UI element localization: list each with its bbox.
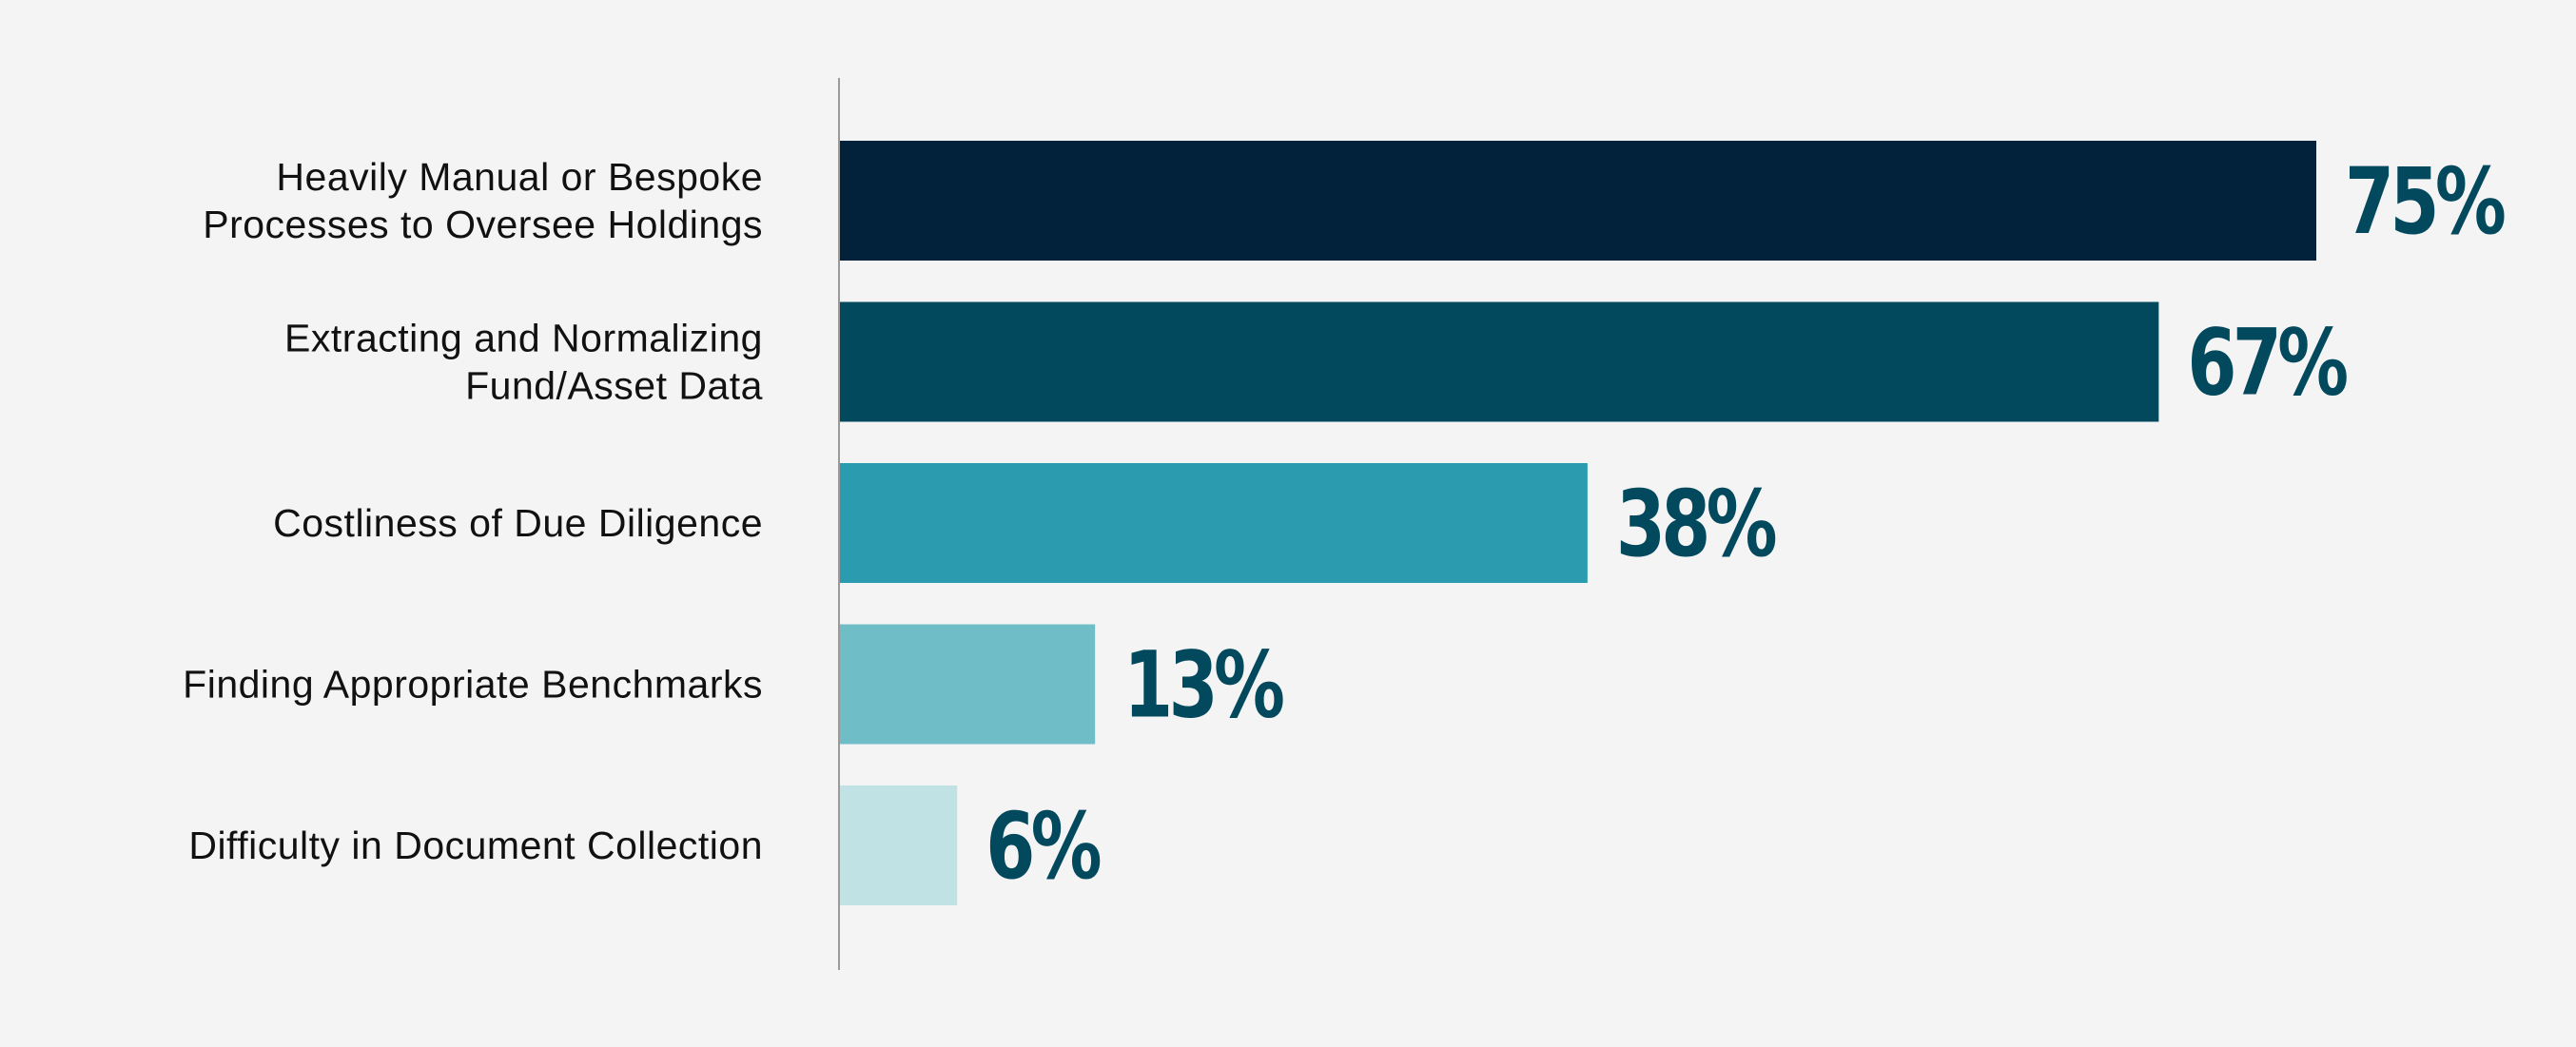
value-label-2: 67% bbox=[2187, 310, 2347, 417]
category-labels-layer: Heavily Manual or Bespoke Processes to Ov… bbox=[183, 155, 763, 867]
bar-3 bbox=[839, 463, 1588, 583]
bar-5 bbox=[839, 785, 958, 905]
value-labels-layer: 75% 67% 38% 13%6% bbox=[986, 149, 2508, 901]
category-label-line: Fund/Asset Data bbox=[465, 364, 763, 408]
category-label-4: Finding Appropriate Benchmarks bbox=[183, 663, 763, 707]
category-label-1: Heavily Manual or Bespoke Processes to Ov… bbox=[203, 155, 763, 246]
category-label-2: Extracting and Normalizing Fund/Asset Dat… bbox=[284, 317, 763, 408]
bars-layer bbox=[839, 141, 2316, 905]
category-label-3: Costliness of Due Diligence bbox=[273, 501, 763, 545]
value-label-3: 38% bbox=[1616, 472, 1776, 578]
category-label-line: Extracting and Normalizing bbox=[284, 317, 763, 360]
category-label-5: Difficulty in Document Collection bbox=[188, 824, 763, 867]
category-label-line: Finding Appropriate Benchmarks bbox=[183, 663, 763, 707]
category-label-line: Processes to Oversee Holdings bbox=[203, 203, 763, 246]
bar-4 bbox=[839, 624, 1096, 745]
value-label-5: 6% bbox=[986, 794, 1100, 901]
value-label-1: 75% bbox=[2345, 149, 2505, 256]
category-label-line: Difficulty in Document Collection bbox=[188, 824, 763, 867]
value-label-4: 13% bbox=[1123, 632, 1283, 739]
bar-1 bbox=[839, 141, 2316, 261]
category-label-line: Costliness of Due Diligence bbox=[273, 501, 763, 545]
bar-2 bbox=[839, 301, 2159, 422]
category-label-line: Heavily Manual or Bespoke bbox=[276, 155, 763, 199]
